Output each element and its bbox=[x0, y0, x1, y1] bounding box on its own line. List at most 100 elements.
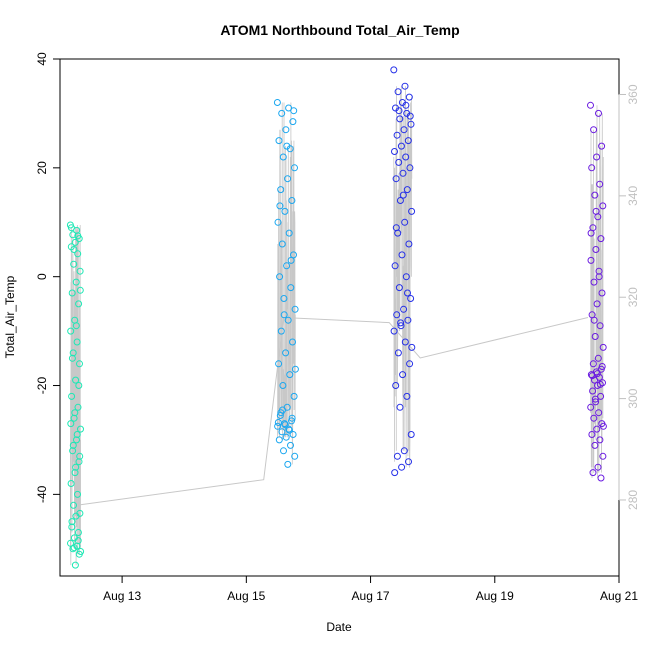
data-point bbox=[590, 278, 598, 286]
data-point bbox=[406, 112, 414, 120]
data-point bbox=[598, 142, 606, 150]
data-point bbox=[407, 431, 415, 438]
data-point bbox=[402, 273, 410, 281]
data-point bbox=[599, 422, 607, 430]
data-point bbox=[290, 392, 298, 400]
x-axis-label: Date bbox=[326, 620, 352, 634]
data-point bbox=[400, 126, 408, 134]
data-point bbox=[397, 142, 405, 150]
y-tick-label: 20 bbox=[35, 161, 49, 175]
line-layer bbox=[70, 86, 604, 566]
data-point bbox=[404, 316, 412, 324]
data-point bbox=[407, 295, 415, 302]
data-point bbox=[403, 186, 411, 194]
data-point bbox=[76, 452, 84, 460]
data-point bbox=[76, 267, 84, 275]
data-point bbox=[391, 262, 399, 270]
data-point bbox=[405, 240, 413, 248]
data-point bbox=[67, 420, 75, 428]
data-point bbox=[396, 115, 404, 123]
x-tick-label: Aug 15 bbox=[227, 589, 265, 603]
data-point bbox=[273, 99, 281, 106]
data-point bbox=[589, 387, 597, 395]
data-point bbox=[588, 164, 596, 172]
data-point bbox=[72, 278, 80, 286]
data-point bbox=[276, 202, 284, 210]
data-point bbox=[393, 311, 401, 319]
cluster-line bbox=[70, 224, 81, 566]
data-point bbox=[394, 88, 402, 96]
data-point bbox=[588, 372, 596, 380]
data-point bbox=[593, 425, 601, 433]
data-point bbox=[69, 349, 77, 357]
data-point bbox=[69, 545, 77, 553]
data-point bbox=[402, 153, 410, 161]
y2-tick-label: 280 bbox=[626, 490, 640, 510]
data-point bbox=[69, 441, 77, 449]
data-point bbox=[587, 101, 594, 109]
data-point bbox=[74, 232, 82, 240]
data-point bbox=[590, 316, 598, 324]
data-point bbox=[395, 158, 403, 166]
data-point bbox=[285, 426, 293, 434]
data-point bbox=[68, 523, 76, 531]
data-point bbox=[599, 202, 607, 210]
data-point bbox=[589, 469, 597, 477]
data-point bbox=[72, 376, 80, 384]
data-point bbox=[592, 398, 600, 406]
data-point bbox=[77, 425, 84, 433]
data-point bbox=[599, 452, 607, 460]
data-point bbox=[282, 433, 290, 441]
data-point bbox=[283, 262, 291, 270]
data-point bbox=[284, 175, 292, 183]
data-point bbox=[288, 197, 296, 204]
data-point bbox=[74, 250, 82, 258]
data-point bbox=[390, 66, 398, 74]
data-point bbox=[73, 431, 81, 438]
data-point bbox=[291, 365, 299, 373]
data-point bbox=[279, 382, 287, 389]
data-point bbox=[69, 447, 77, 455]
data-point bbox=[291, 164, 298, 172]
data-point bbox=[590, 126, 598, 134]
data-point bbox=[595, 409, 603, 417]
data-point bbox=[598, 289, 606, 297]
data-point bbox=[591, 376, 598, 384]
data-point bbox=[67, 480, 75, 487]
y2-tick-label: 360 bbox=[626, 84, 640, 104]
data-point bbox=[396, 403, 404, 411]
data-point bbox=[404, 137, 412, 145]
data-point bbox=[287, 441, 294, 449]
data-point bbox=[72, 322, 80, 330]
data-point bbox=[393, 131, 401, 139]
x-tick-label: Aug 17 bbox=[352, 589, 390, 603]
data-point bbox=[72, 512, 80, 520]
data-point bbox=[275, 137, 283, 145]
data-point bbox=[76, 360, 83, 368]
data-point bbox=[70, 544, 78, 552]
data-point bbox=[400, 447, 408, 455]
data-point bbox=[408, 343, 416, 351]
data-point bbox=[291, 452, 299, 460]
data-point bbox=[289, 118, 297, 126]
data-point bbox=[73, 338, 81, 346]
data-point bbox=[597, 235, 605, 243]
data-point bbox=[595, 109, 602, 117]
data-point bbox=[276, 273, 284, 281]
data-point bbox=[394, 349, 402, 357]
data-point bbox=[282, 126, 290, 134]
data-point bbox=[283, 142, 291, 150]
y-tick-label: -40 bbox=[35, 485, 49, 503]
data-point bbox=[274, 419, 282, 426]
data-point bbox=[404, 289, 411, 297]
data-point bbox=[280, 295, 288, 302]
data-point bbox=[75, 300, 83, 308]
data-point bbox=[76, 286, 84, 294]
data-point bbox=[281, 207, 289, 215]
data-point bbox=[399, 169, 407, 177]
data-point bbox=[593, 300, 601, 308]
data-point bbox=[287, 284, 295, 292]
data-point bbox=[70, 501, 77, 509]
data-point bbox=[281, 421, 289, 429]
data-point bbox=[401, 218, 409, 226]
